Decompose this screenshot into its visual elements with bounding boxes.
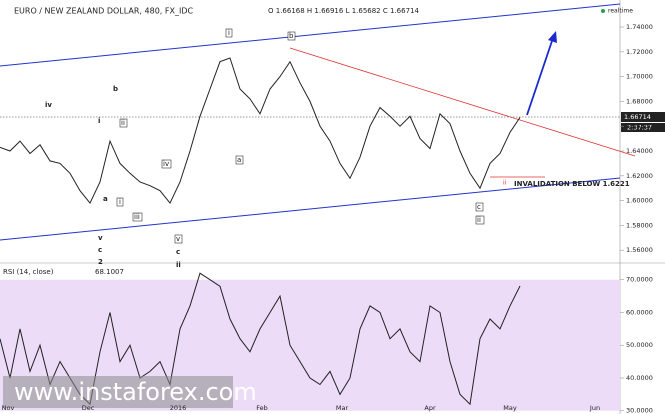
wave-label: c: [98, 246, 102, 254]
lower-channel: [0, 177, 621, 241]
y-tick-label: 1.66000: [626, 122, 653, 130]
label-box: [174, 234, 183, 244]
label-box: [287, 31, 296, 41]
x-tick-label: Nov: [2, 404, 15, 412]
ohlc: O 1.66168 H 1.66916 L 1.65682 C 1.66714: [268, 7, 419, 15]
y-tick-label: 70.0000: [626, 276, 653, 284]
resistance-line: [289, 47, 636, 157]
label-box: [475, 215, 485, 225]
y-tick-label: 1.72000: [626, 48, 653, 56]
wave-label: i: [228, 29, 230, 37]
y-tick-label: 60.0000: [626, 308, 653, 316]
x-tick-label: Jun: [589, 404, 600, 412]
rsi-last: 68.1007: [95, 268, 124, 276]
wave-label: v: [98, 234, 103, 242]
y-tick-label: 1.62000: [626, 172, 653, 180]
wave-label: b: [289, 32, 294, 40]
x-tick-label: 2016: [170, 404, 187, 412]
y-tick-label: 40.0000: [626, 374, 653, 382]
wave-label: c: [176, 248, 180, 256]
label-box: [161, 159, 172, 169]
wave-label: i: [119, 198, 121, 206]
wave-label: b: [113, 85, 118, 93]
x-tick-label: Feb: [256, 404, 268, 412]
wave-label: 2: [98, 258, 103, 266]
y-tick-label: 50.0000: [626, 341, 653, 349]
label-box: [119, 118, 128, 128]
watermark-bg: [3, 376, 233, 408]
upper-channel: [0, 3, 621, 67]
watermark: www.instaforex.com: [14, 378, 257, 406]
forecast-arrow: [526, 37, 554, 116]
label-box: [116, 197, 124, 207]
y-tick-label: 1.70000: [626, 73, 653, 81]
y-tick-label: 1.64000: [626, 147, 653, 155]
wave-label: i: [98, 117, 100, 125]
wave-label: a: [103, 195, 108, 203]
wave-label: iv: [163, 160, 169, 168]
x-tick-label: Mar: [336, 404, 349, 412]
wave-label: iii: [134, 213, 140, 221]
y-tick-label: 1.60000: [626, 197, 653, 205]
realtime: realtime: [608, 8, 633, 15]
wave-label: ii: [121, 119, 125, 127]
y-tick-label: 30.0000: [626, 407, 653, 414]
x-tick-label: Apr: [424, 404, 436, 412]
wave-label: a: [237, 156, 241, 164]
label-box: [132, 212, 143, 222]
invalidation-note: INVALIDATION BELOW 1.6221: [514, 180, 630, 188]
clock-tag: [621, 123, 665, 132]
live-dot: [601, 9, 605, 13]
y-tick-label: 1.68000: [626, 97, 653, 105]
rsi-title: RSI (14, close): [3, 268, 54, 276]
y-tick-label: 1.58000: [626, 221, 653, 229]
wave-label: v: [176, 235, 180, 243]
annotations: iv b i a v c 2 i ii iii iv v c ii i a b …: [45, 28, 630, 269]
wave-label: ii: [477, 216, 481, 224]
clock: 2:37:37: [627, 124, 652, 132]
price-tag: [621, 112, 665, 122]
x-tick-label: May: [503, 404, 517, 412]
wave-label: c: [477, 203, 481, 211]
price-last: 1.66714: [624, 113, 651, 121]
x-tick-label: Dec: [82, 404, 95, 412]
y-tick-label: 1.74000: [626, 23, 653, 31]
series-line: [0, 57, 521, 205]
wave-label: iv: [45, 101, 52, 109]
label-box: [235, 155, 244, 165]
label-box: [475, 202, 484, 212]
wave-label: ii: [503, 180, 507, 187]
arrow-head: [548, 31, 557, 43]
y-tick-label: 1.56000: [626, 246, 653, 254]
chart-title: EURO / NEW ZEALAND DOLLAR, 480, FX_IDC: [14, 7, 193, 16]
wave-label: ii: [176, 261, 181, 269]
label-box: [225, 28, 233, 38]
